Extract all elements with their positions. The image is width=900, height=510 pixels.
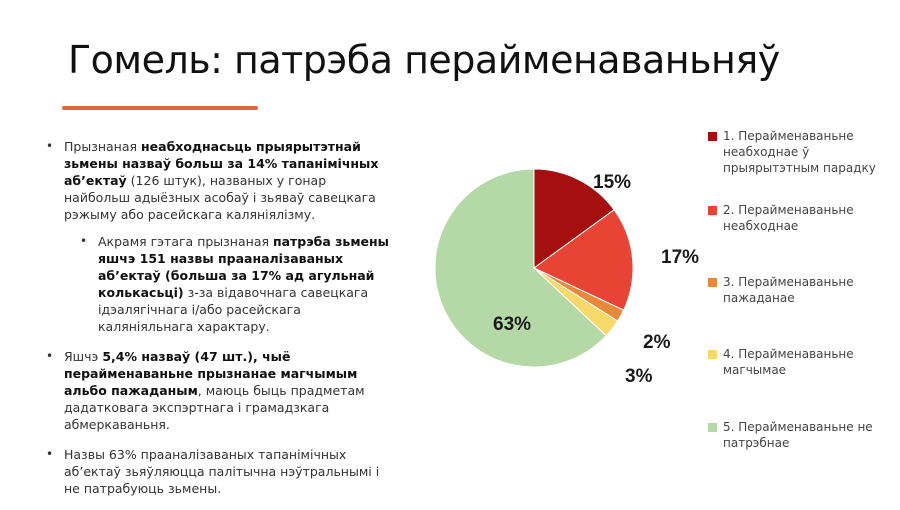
slide-title: Гомель: патрэба перайменаваньняў — [68, 38, 780, 82]
legend-label: 5. Перайменаваньне не патрэбнае — [723, 420, 873, 450]
legend-item-5: 5. Перайменаваньне не патрэбнае — [708, 419, 888, 451]
bullet-item: Прызнаная неабходнасьць прыярытэтнай зьм… — [46, 138, 396, 223]
pie-label-2: 17% — [661, 247, 699, 268]
legend-item-4: 4. Перайменаваньне магчымае — [708, 346, 888, 378]
legend-swatch — [708, 278, 717, 287]
bullet-text: Прызнаная — [64, 139, 142, 154]
legend-label: 4. Перайменаваньне магчымае — [723, 347, 854, 377]
bullet-text: Яшчэ — [64, 349, 103, 364]
pie-label-3: 2% — [643, 332, 671, 353]
bullet-item: Яшчэ 5,4% назваў (47 шт.), чыё пераймена… — [46, 348, 396, 433]
legend-swatch — [708, 132, 717, 141]
bullet-text: (126 штук), названых у гонар найбольш ад… — [64, 173, 376, 222]
bullet-text: Назвы 63% прааналізаваных тапанімічных а… — [64, 447, 380, 496]
legend-label: 3. Перайменаваньне пажаданае — [723, 275, 854, 305]
legend-label: 2. Перайменаваньне неабходнае — [723, 203, 854, 233]
legend-item-1: 1. Перайменаваньне неабходнае ў прыярытэ… — [708, 128, 888, 176]
pie-slice-5 — [434, 168, 607, 368]
bullet-item: Назвы 63% прааналізаваных тапанімічных а… — [46, 446, 396, 497]
pie-label-4: 3% — [625, 366, 653, 387]
legend-item-2: 2. Перайменаваньне неабходнае — [708, 202, 888, 234]
legend-item-3: 3. Перайменаваньне пажаданае — [708, 274, 888, 306]
bullet-text: з-за відавочнага савецкага ідэалягічнага… — [98, 285, 369, 334]
bullet-list: Прызнаная неабходнасьць прыярытэтнай зьм… — [46, 138, 396, 510]
legend-swatch — [708, 206, 717, 215]
legend-label: 1. Перайменаваньне неабходнае ў прыярытэ… — [723, 129, 876, 175]
pie-slice-2 — [533, 209, 634, 311]
bullet-bold-text: неабходнасьць прыярытэтнай зьмены назваў… — [64, 139, 379, 188]
bullet-text: Акрамя гэтага прызнаная — [98, 234, 273, 249]
pie-slice-1 — [533, 168, 615, 269]
sub-bullet-item: Акрамя гэтага прызнаная патрэба зьмены я… — [80, 233, 396, 335]
bullet-bold-text: патрэба зьмены яшчэ 151 назвы прааналіза… — [98, 234, 389, 300]
pie-label-5: 63% — [493, 314, 531, 335]
bullet-bold-text: 5,4% назваў (47 шт.), чыё перайменаваньн… — [64, 349, 358, 398]
pie-chart: 15% 17% 2% 3% 63% — [434, 168, 699, 387]
title-underline — [62, 106, 258, 110]
bullet-text: , маюць быць прадметам дадатковага экспэ… — [64, 383, 365, 432]
legend-swatch — [708, 350, 717, 359]
pie-label-1: 15% — [593, 172, 631, 193]
legend-swatch — [708, 423, 717, 432]
